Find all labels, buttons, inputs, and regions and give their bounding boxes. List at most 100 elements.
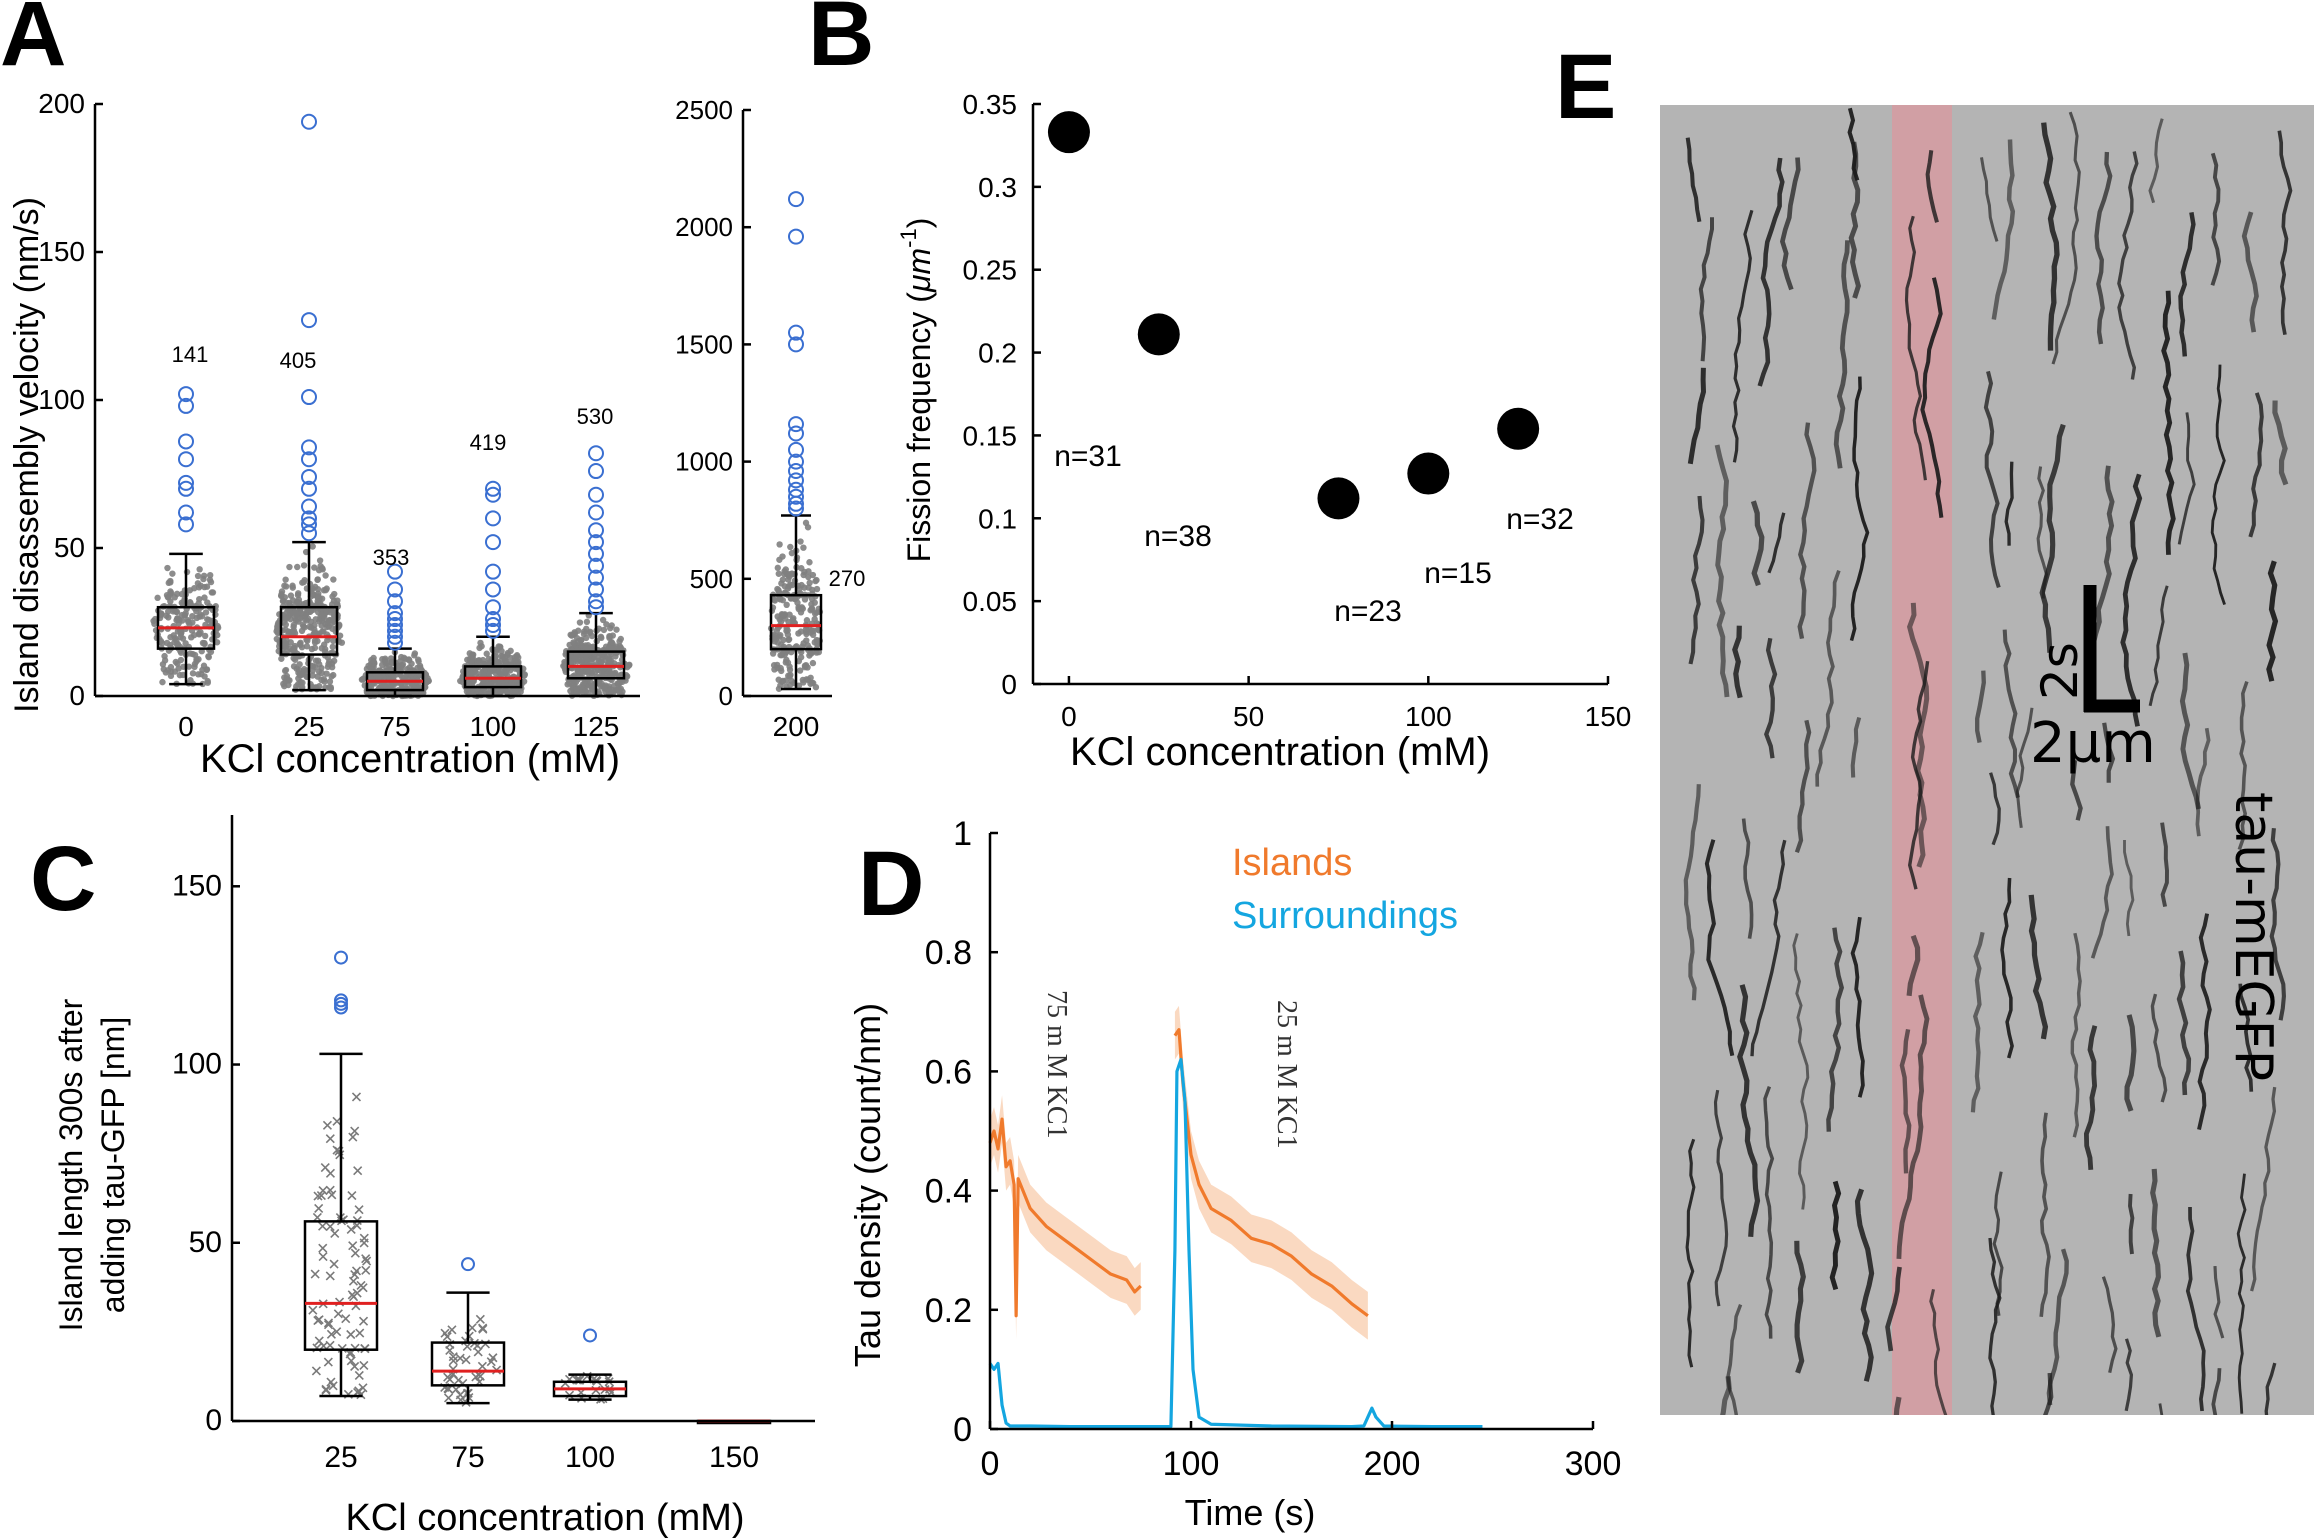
panel-c-data-point: [447, 1325, 457, 1335]
kymograph-streak: [1767, 512, 1786, 574]
panel-a-data-point: [379, 656, 386, 663]
panel-a-inset-outlier: [788, 472, 804, 489]
kymograph-streak: [2148, 118, 2164, 204]
kymograph-streak: [2161, 290, 2176, 555]
kymograph-streak: [2160, 822, 2169, 908]
panel-a-data-point: [204, 679, 211, 686]
panel-a-n-label: 405: [280, 348, 317, 373]
panel-a-data-point: [281, 594, 289, 601]
panel-a-data-point: [151, 620, 158, 628]
panel-a-outlier: [301, 468, 317, 485]
panel-a-data-point: [280, 680, 287, 688]
panel-c-data-point: [488, 1353, 498, 1363]
kymograph-streak: [1713, 1089, 1729, 1307]
panel-b-n-label: n=15: [1424, 557, 1492, 590]
panel-a-data-point: [576, 619, 584, 626]
panel-a-inset-data-point: [788, 648, 795, 656]
panel-b-y-tick-label: 0: [1001, 669, 1017, 700]
kymograph-streak: [2185, 1206, 2206, 1412]
panel-a-data-point: [285, 677, 292, 684]
panel-c-y-tick-label: 50: [189, 1226, 222, 1259]
panel-a-data-point: [411, 652, 418, 659]
panel-a-data-point: [164, 608, 172, 615]
panel-a-data-point: [330, 657, 338, 665]
panel-d-islands-line: [988, 1117, 1142, 1318]
panel-a-inset-data-point: [801, 663, 809, 671]
panel-c-data-point: [448, 1352, 458, 1362]
panel-a-data-point: [497, 688, 505, 695]
panel-b-ylabel: Fission frequency (μm-1): [896, 218, 937, 563]
panel-c-data-point: [323, 1357, 333, 1367]
kymograph-streak: [1731, 209, 1754, 463]
panel-a-data-point: [286, 563, 293, 571]
panel-a-data-point: [401, 682, 409, 690]
panel-a-data-point: [594, 666, 601, 674]
panel-c-data-point: [359, 1233, 369, 1243]
panel-a-data-point: [323, 585, 330, 592]
panel-c-outlier: [334, 1000, 348, 1015]
panel-letter-b: B: [808, 0, 874, 85]
panel-c-data-point: [356, 1280, 366, 1290]
panel-b-data-point: [1497, 407, 1540, 450]
panel-a-ylabel: Island disassembly velocity (nm/s): [8, 197, 46, 713]
panel-a-y-tick-label: 50: [54, 532, 85, 563]
panel-a-data-point: [174, 615, 181, 622]
panel-a-data-point: [205, 616, 212, 624]
kymograph-streak: [2124, 1014, 2137, 1112]
panel-a-inset-outlier: [788, 425, 804, 442]
panel-a-outlier: [588, 593, 604, 610]
panel-a-axes: 141 0 405 25 353 75 419 100 530 125 0 50 100 150 200: [38, 88, 640, 742]
kymograph-streak: [1794, 1240, 1806, 1374]
panel-a-outlier: [178, 480, 194, 497]
panel-c-data-point: [337, 1343, 347, 1353]
panel-a-outlier: [387, 616, 403, 633]
panel-c-data-point: [332, 1145, 342, 1155]
panel-a-inset-data-point: [777, 664, 784, 672]
kymograph-streak: [2158, 1403, 2164, 1415]
panel-a-data-point: [314, 637, 321, 645]
panel-a-inset-y-tick-label: 1500: [675, 329, 733, 359]
panel-a-data-point: [206, 571, 214, 579]
panel-a-data-point: [304, 637, 311, 644]
panel-c-data-point: [323, 1318, 334, 1328]
kymograph-streak: [1764, 637, 1778, 759]
panel-c-outlier: [583, 1328, 597, 1343]
panel-a-data-point: [285, 681, 292, 689]
panel-a-inset-data-point: [798, 581, 805, 589]
panel-a-inset-data-point: [777, 682, 784, 689]
panel-a-inset-data-point: [808, 601, 815, 608]
panel-a-data-point: [201, 673, 208, 680]
panel-c-data-point: [325, 1134, 335, 1144]
panel-a-data-point: [200, 575, 207, 583]
panel-a-inset-data-point: [783, 601, 790, 609]
panel-a-inset-data-point: [805, 568, 812, 575]
panel-d-x-tick-label: 200: [1364, 1445, 1421, 1483]
panel-b-y-tick-label: 0.15: [963, 420, 1018, 451]
panel-a-outlier: [178, 386, 194, 403]
panel-a-data-point: [415, 658, 422, 665]
panel-d-x-tick-label: 0: [981, 1445, 1000, 1483]
panel-b-data-point: [1317, 477, 1360, 520]
kymograph-streak: [1779, 157, 1801, 291]
panel-c-data-point: [448, 1356, 458, 1366]
kymograph-streak: [2236, 1173, 2247, 1414]
panel-a-data-point: [311, 564, 318, 571]
panel-a-data-point: [167, 577, 174, 585]
panel-a-data-point: [296, 599, 303, 607]
panel-a-data-point: [587, 628, 594, 636]
panel-c-data-point: [323, 1320, 334, 1330]
panel-a-data-point: [298, 627, 306, 635]
panel-a-data-point: [173, 590, 181, 598]
panel-a-x-tick-label: 75: [379, 711, 410, 742]
kymograph-streak: [1737, 984, 1761, 1237]
panel-a-data-point: [586, 644, 593, 651]
panel-a-data-point: [575, 627, 582, 634]
panel-a-data-point: [201, 632, 209, 640]
panel-a-data-point: [294, 591, 302, 599]
panel-a-data-point: [315, 567, 323, 574]
kymograph-streak: [2004, 461, 2014, 546]
panel-a-data-point: [194, 572, 202, 580]
panel-a-inset-y-tick-label: 2500: [675, 95, 733, 125]
panel-a-data-point: [300, 562, 308, 569]
